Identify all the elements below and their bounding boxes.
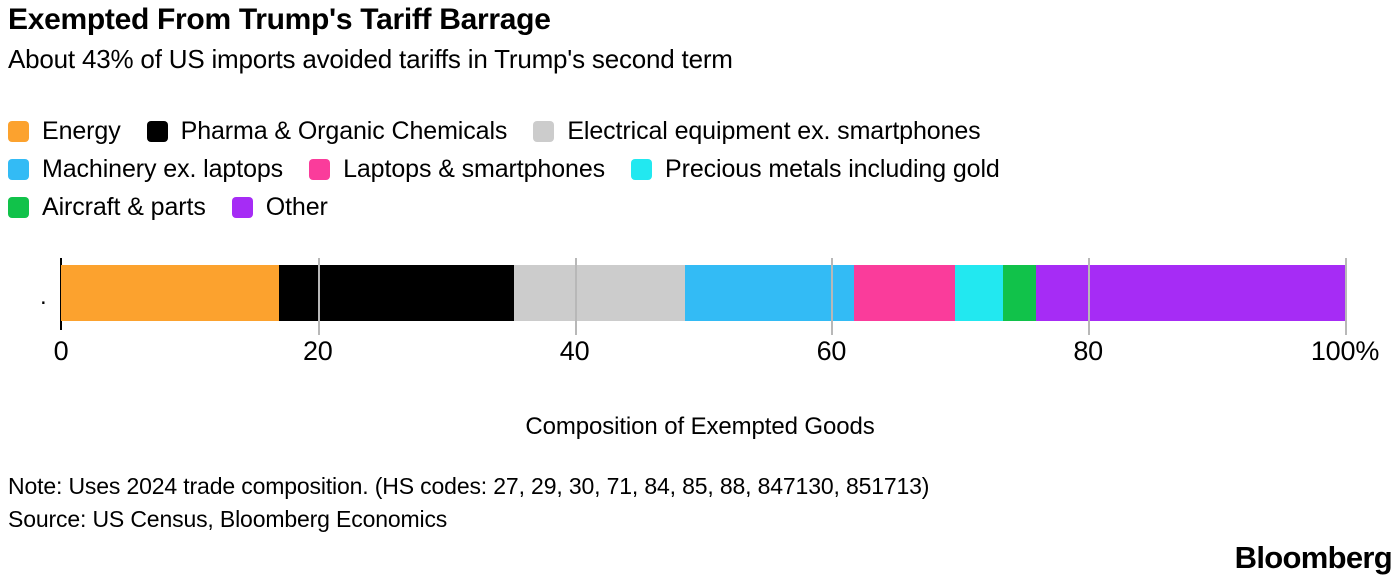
bar-segment[interactable] [61,265,280,321]
bloomberg-logo: Bloomberg [1234,540,1393,575]
x-axis-tick-mark [317,258,320,335]
legend-item-label: Machinery ex. laptops [42,155,284,183]
chart-legend: Energy Pharma & Organic Chemicals Electric… [8,112,1392,226]
legend-swatch-icon [8,120,29,142]
stacked-bar [61,265,1345,321]
bar-segment[interactable] [1003,265,1036,321]
legend-item-aircraft-parts[interactable]: Aircraft & parts [8,193,206,221]
x-axis-tick-mark [574,258,577,335]
x-axis-tick-label: 40 [559,336,590,366]
page-subtitle: About 43% of US imports avoided tariffs … [8,44,733,74]
legend-item-label: Precious metals including gold [665,155,1000,183]
x-axis-tick-label: 80 [1073,336,1104,366]
legend-item-electrical-equipment[interactable]: Electrical equipment ex. smartphones [533,117,981,145]
legend-item-label: Energy [42,117,121,145]
x-axis-tick-mark [1088,258,1091,335]
x-axis-tick-label: 60 [816,336,847,366]
legend-item-label: Laptops & smartphones [343,155,606,183]
chart-source: Source: US Census, Bloomberg Economics [8,506,448,532]
chart-plot-area: 0 20 40 60 80 100% [0,246,1400,366]
legend-item-precious-metals[interactable]: Precious metals including gold [631,155,1000,183]
legend-swatch-icon [8,196,29,218]
legend-item-pharma-organic-chemicals[interactable]: Pharma & Organic Chemicals [146,117,508,145]
legend-item-machinery[interactable]: Machinery ex. laptops [8,155,283,183]
headline-block: Exempted From Trump's Tariff Barrage Abo… [8,2,1392,76]
x-axis-tick-mark [1345,258,1347,335]
page-title: Exempted From Trump's Tariff Barrage [8,3,551,36]
legend-item-label: Pharma & Organic Chemicals [180,117,508,145]
bar-segment[interactable] [1035,265,1345,321]
bar-segment[interactable] [514,265,685,321]
x-axis-tick-label: 100% [1310,336,1380,366]
y-axis-row-marker: . [40,283,47,310]
legend-item-label: Electrical equipment ex. smartphones [567,117,981,145]
x-axis-ticks [61,258,1347,335]
legend-item-label: Other [265,193,328,221]
x-axis-tick-mark [831,258,834,335]
bar-segment[interactable] [954,265,1004,321]
bar-segment[interactable] [279,265,515,321]
x-axis-tick-label: 0 [53,336,69,366]
legend-row: Machinery ex. laptops Laptops & smartphon… [8,150,1392,188]
x-axis-tick-labels: 0 20 40 60 80 100% [0,336,1400,370]
x-axis-title: Composition of Exempted Goods [525,413,875,440]
legend-item-label: Aircraft & parts [42,193,206,221]
x-axis-tick-label: 20 [302,336,333,366]
legend-item-other[interactable]: Other [231,193,328,221]
legend-swatch-icon [231,196,253,218]
x-axis-tick-mark [61,258,63,335]
legend-item-energy[interactable]: Energy [8,117,121,145]
footer-block: Note: Uses 2024 trade composition. (HS c… [8,470,1392,536]
legend-swatch-icon [533,120,555,142]
legend-item-laptops-smartphones[interactable]: Laptops & smartphones [309,155,605,183]
legend-swatch-icon [8,158,29,180]
legend-swatch-icon [146,120,168,142]
legend-row: Energy Pharma & Organic Chemicals Electric… [8,112,1392,150]
bar-segment[interactable] [685,265,855,321]
chart-note: Note: Uses 2024 trade composition. (HS c… [8,473,930,499]
legend-row: Aircraft & parts Other [8,188,1392,226]
legend-swatch-icon [309,158,331,180]
legend-swatch-icon [631,158,653,180]
bar-segment[interactable] [854,265,955,321]
